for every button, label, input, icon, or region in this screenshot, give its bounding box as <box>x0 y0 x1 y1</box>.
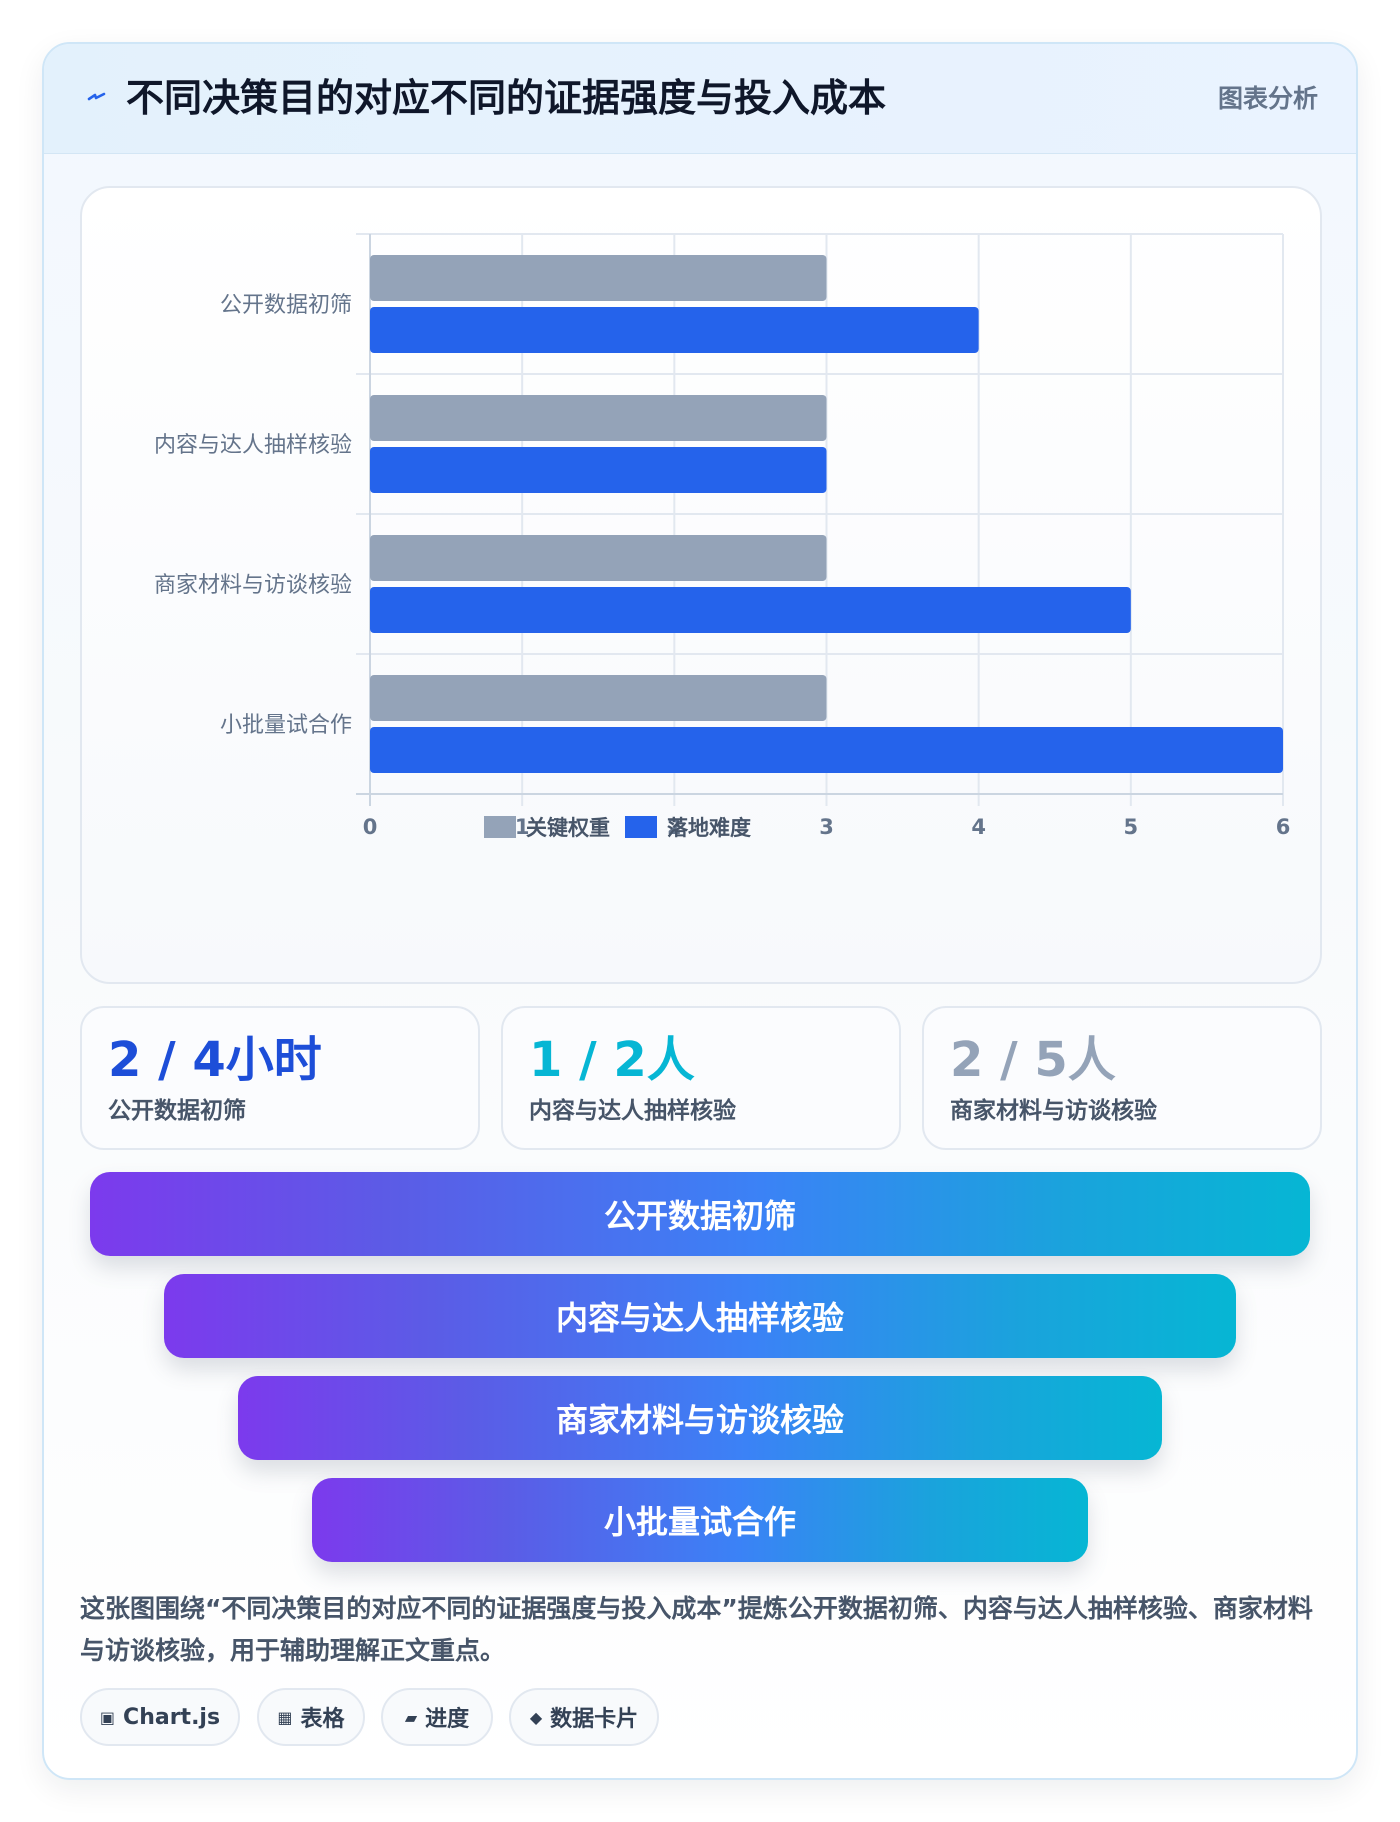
chip-square-icon: ▣ <box>99 1707 116 1727</box>
page-title: 不同决策目的对应不同的证据强度与投入成本 <box>126 76 887 120</box>
bar-difficulty <box>370 727 1283 773</box>
stat-value: 2 / 4小时 <box>108 1032 322 1088</box>
chart-card: 不同决策目的对应不同的证据强度与投入成本 图表分析 公开数据初筛 内容与达人抽样核… <box>42 42 1358 1780</box>
category-label: 小批量试合作 <box>220 713 352 738</box>
legend-label: 关键权重 <box>526 816 610 840</box>
chip-label: 数据卡片 <box>550 1707 639 1732</box>
stat-label: 公开数据初筛 <box>108 1098 246 1124</box>
table-icon: ▦ <box>277 1707 293 1727</box>
category-label: 公开数据初筛 <box>220 293 352 318</box>
x-tick-label: 2 <box>667 815 682 839</box>
bar-weight <box>370 675 827 721</box>
x-tick-label: 4 <box>971 815 986 839</box>
funnel-stage: 商家材料与访谈核验 <box>238 1376 1162 1460</box>
stat-value: 1 / 2人 <box>529 1032 695 1088</box>
lightning-icon <box>87 92 106 101</box>
progress-icon: ▰ <box>404 1707 418 1727</box>
chip-chartjs[interactable]: ▣ Chart.js <box>80 1688 240 1746</box>
legend-swatch <box>484 816 516 838</box>
x-tick-label: 3 <box>819 815 834 839</box>
bar-difficulty <box>370 587 1131 633</box>
chip-label: 表格 <box>300 1707 345 1732</box>
bar-difficulty <box>370 447 827 493</box>
chip-label: Chart.js <box>123 1704 221 1730</box>
stat-label: 商家材料与访谈核验 <box>950 1098 1157 1124</box>
stat-card: 2 / 4小时 公开数据初筛 <box>80 1006 480 1150</box>
chip-table[interactable]: ▦ 表格 <box>257 1688 365 1746</box>
chart-panel: 公开数据初筛内容与达人抽样核验 商家材料与访谈核验小批量试合作 0 1 2 3 4 5 6 关键权… <box>80 186 1322 984</box>
legend-label: 落地难度 <box>667 816 751 840</box>
category-label: 内容与达人抽样核验 <box>154 433 352 458</box>
stat-label: 内容与达人抽样核验 <box>529 1098 736 1124</box>
stat-card: 1 / 2人 内容与达人抽样核验 <box>501 1006 901 1150</box>
stat-value: 2 / 5人 <box>950 1032 1116 1088</box>
x-tick-label: 0 <box>363 815 378 839</box>
x-tick-label: 5 <box>1124 815 1139 839</box>
x-tick-label: 6 <box>1276 815 1291 839</box>
header-tag: 图表分析 <box>1217 84 1318 113</box>
funnel-stage: 公开数据初筛 <box>90 1172 1310 1256</box>
chip-label: 进度 <box>425 1707 470 1732</box>
bar-difficulty <box>370 307 979 353</box>
bar-weight <box>370 255 827 301</box>
funnel-stage: 小批量试合作 <box>312 1478 1088 1562</box>
category-label: 商家材料与访谈核验 <box>154 573 352 598</box>
chip-progress[interactable]: ▰ 进度 <box>381 1688 493 1746</box>
funnel-stage: 内容与达人抽样核验 <box>164 1274 1236 1358</box>
bar-weight <box>370 535 827 581</box>
funnel: 公开数据初筛 内容与达人抽样核验 商家材料与访谈核验 小批量试合作 <box>44 1172 1356 1572</box>
chart-description: 这张图围绕“不同决策目的对应不同的证据强度与投入成本”提炼公开数据初筛、内容与达… <box>80 1594 1313 1665</box>
card-header: 不同决策目的对应不同的证据强度与投入成本 图表分析 <box>44 44 1356 154</box>
stat-cards: 2 / 4小时 公开数据初筛 1 / 2人 内容与达人抽样核验 2 / 5人 商… <box>80 1006 1322 1150</box>
stat-card: 2 / 5人 商家材料与访谈核验 <box>922 1006 1322 1150</box>
x-tick-label: 1 <box>515 815 530 839</box>
chip-data-card[interactable]: ◆ 数据卡片 <box>509 1688 659 1746</box>
diamond-icon: ◆ <box>529 1707 543 1727</box>
legend-swatch <box>625 816 657 838</box>
bar-weight <box>370 395 827 441</box>
